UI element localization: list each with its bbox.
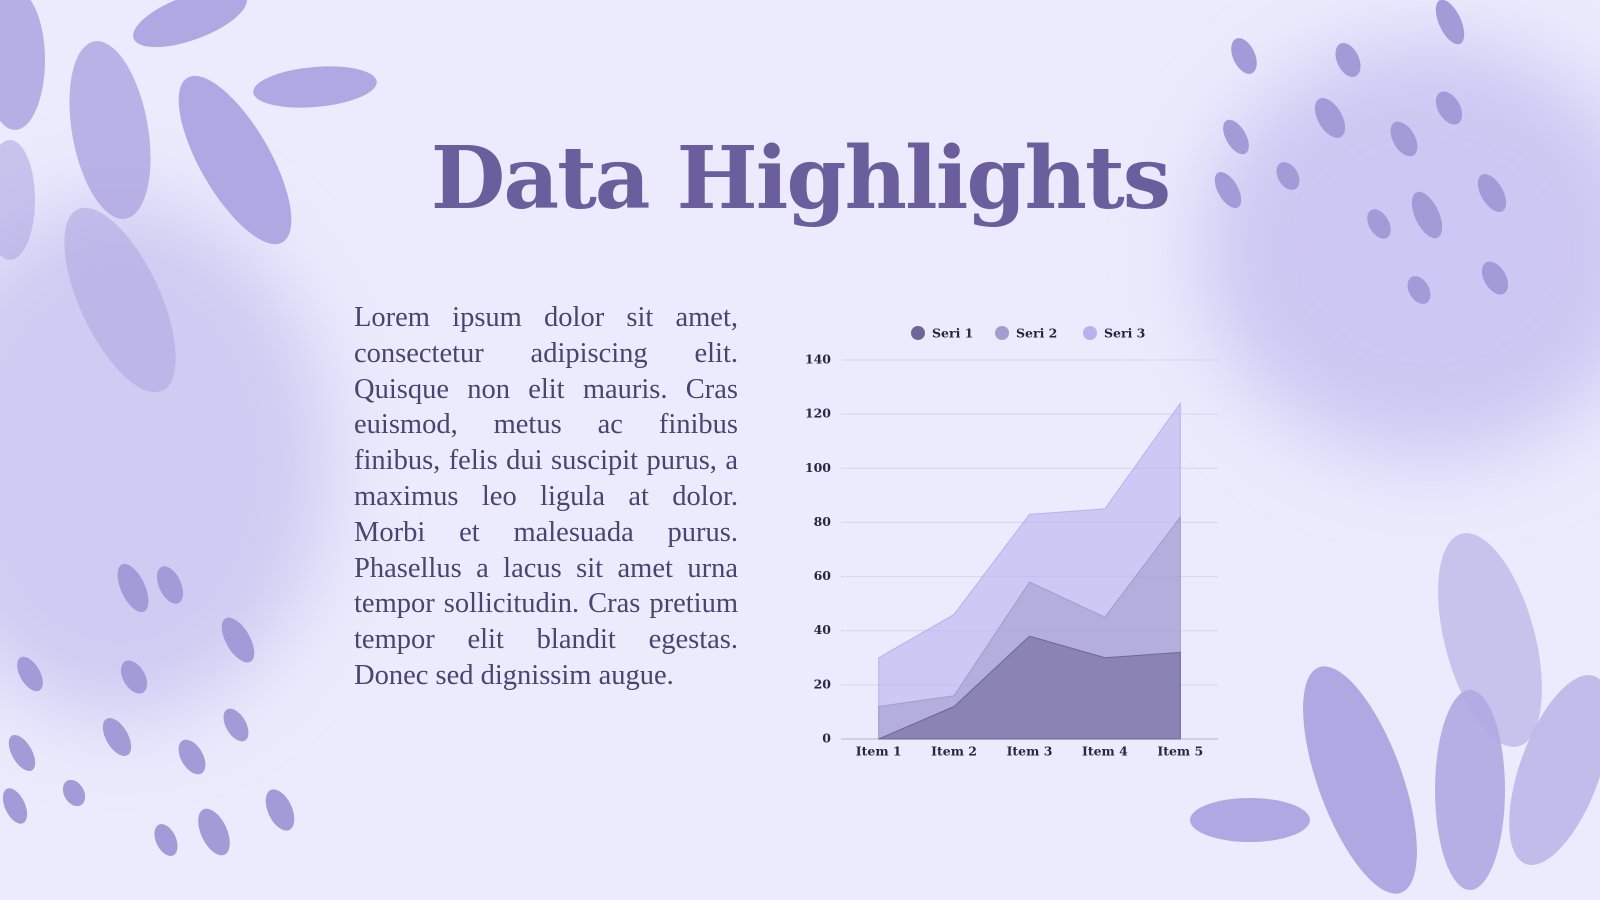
y-tick-label: 20: [814, 676, 832, 691]
legend-swatch: [1083, 326, 1097, 340]
y-tick-label: 60: [814, 568, 832, 583]
wash: [0, 200, 330, 720]
slide-title: Data Highlights: [430, 128, 1171, 229]
x-tick-label: Item 1: [856, 744, 902, 759]
x-tick-label: Item 2: [931, 744, 977, 759]
body-text: Lorem ipsum dolor sit amet, consectetur …: [354, 302, 738, 691]
y-tick-label: 100: [805, 460, 831, 475]
legend-label: Seri 2: [1016, 326, 1057, 341]
x-tick-label: Item 3: [1007, 744, 1053, 759]
area: [878, 635, 1181, 740]
y-tick-label: 80: [814, 514, 832, 529]
wash: [1200, 40, 1600, 460]
legend-swatch: [995, 326, 1009, 340]
legend-swatch: [911, 326, 925, 340]
legend-label: Seri 3: [1104, 326, 1145, 341]
legend-label: Seri 1: [932, 326, 973, 341]
dots: [2, 0, 1509, 856]
y-tick-label: 140: [805, 352, 831, 367]
y-tick-label: 40: [814, 622, 832, 637]
x-tick-label: Item 5: [1157, 744, 1203, 759]
x-tick-label: Item 4: [1082, 744, 1128, 759]
y-tick-label: 0: [822, 731, 831, 746]
y-tick-label: 120: [805, 406, 831, 421]
